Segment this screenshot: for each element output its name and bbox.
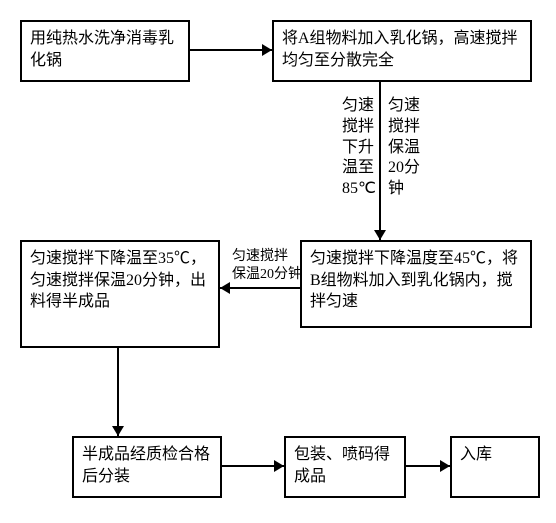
- node-add-group-a: 将A组物料加入乳化锅，高速搅拌均匀至分散完全: [272, 20, 532, 82]
- node-storage: 入库: [450, 436, 540, 498]
- node-qc-fill: 半成品经质检合格后分装: [72, 436, 222, 498]
- edge-label-hold-20: 匀速 搅拌 保温 20分 钟: [388, 96, 420, 200]
- edge-label-heat-85: 匀速 搅拌 下升 温至 85℃: [342, 96, 376, 200]
- flowchart-stage: 用纯热水洗净消毒乳化锅 将A组物料加入乳化锅，高速搅拌均匀至分散完全 匀速搅拌下…: [0, 0, 556, 523]
- node-cool-45: 匀速搅拌下降温度至45℃，将B组物料加入到乳化锅内，搅拌匀速: [300, 240, 532, 328]
- node-cool-35: 匀速搅拌下降温至35℃，匀速搅拌保温20分钟，出料得半成品: [20, 240, 220, 348]
- edge-label-hold-mid: 匀速搅拌 保温20分钟: [232, 248, 302, 284]
- node-package: 包装、喷码得成品: [284, 436, 406, 498]
- node-wash-pot: 用纯热水洗净消毒乳化锅: [20, 20, 190, 82]
